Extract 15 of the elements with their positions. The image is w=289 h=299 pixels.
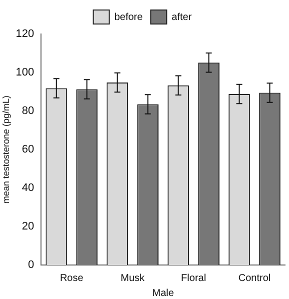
x-tick-label: Rose (60, 272, 84, 284)
y-tick-label: 0 (28, 259, 34, 272)
y-tick-label: 60 (22, 144, 34, 156)
y-axis-title: mean testosterone (pg/mL) (0, 95, 11, 204)
y-tick-label: 40 (22, 182, 34, 194)
x-tick-label: Musk (120, 272, 146, 284)
x-axis-title: Male (152, 288, 174, 299)
legend-label: before (114, 12, 144, 23)
x-tick-label: Floral (181, 272, 206, 284)
y-tick-label: 80 (22, 105, 34, 118)
y-tick-label: 120 (16, 28, 34, 40)
x-tick-label: Control (238, 272, 271, 284)
y-tick-label: 20 (22, 220, 34, 233)
y-tick-label: 100 (16, 66, 34, 79)
legend-label: after (172, 12, 192, 23)
